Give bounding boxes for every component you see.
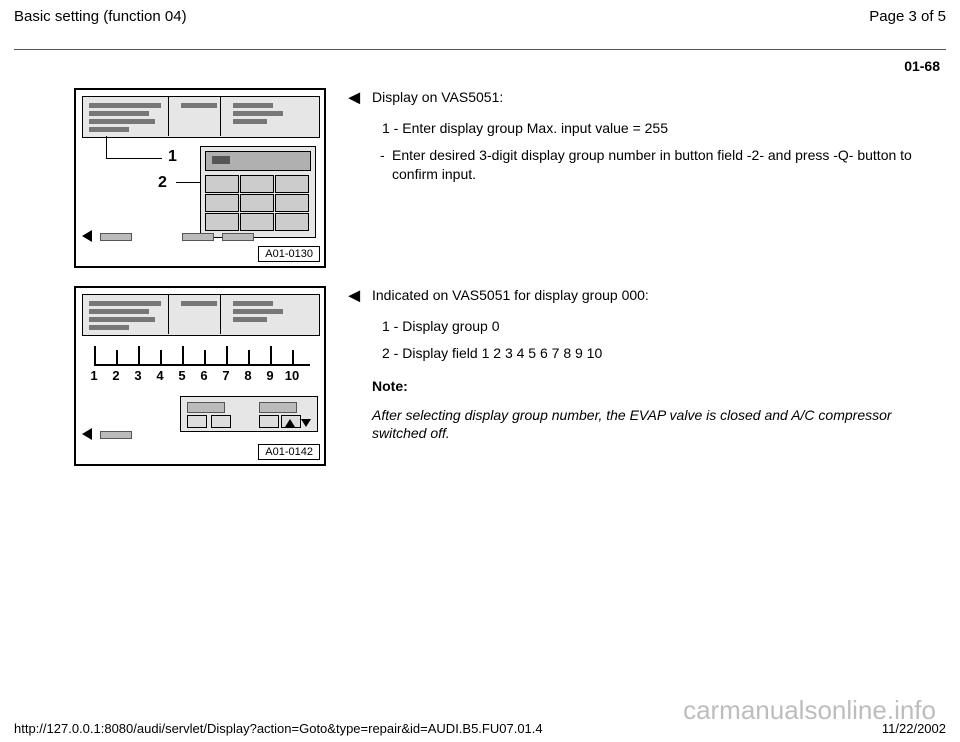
divider — [14, 49, 946, 50]
block1-heading: Display on VAS5051: — [372, 88, 938, 107]
note-label: Note: — [372, 377, 938, 396]
footer-date: 11/22/2002 — [882, 721, 946, 736]
scale-num: 1 — [84, 368, 104, 383]
block2-item1: 1 - Display group 0 — [382, 317, 938, 336]
scale-num: 10 — [282, 368, 302, 383]
block1-item1: 1 - Enter display group Max. input value… — [382, 119, 938, 138]
diagram-a01-0142: 1 2 3 4 5 6 7 8 9 10 — [74, 286, 326, 466]
dash: - — [380, 146, 392, 184]
scale-num: 3 — [128, 368, 148, 383]
instruction-block-2: 1 2 3 4 5 6 7 8 9 10 — [74, 286, 946, 466]
scale-num: 8 — [238, 368, 258, 383]
block2-heading: Indicated on VAS5051 for display group 0… — [372, 286, 938, 305]
scale-num: 6 — [194, 368, 214, 383]
footer-url: http://127.0.0.1:8080/audi/servlet/Displ… — [14, 721, 543, 736]
scale-num: 5 — [172, 368, 192, 383]
diagram1-callout-1: 1 — [168, 148, 177, 166]
diagram1-callout-2: 2 — [158, 174, 167, 192]
scale-num: 4 — [150, 368, 170, 383]
diagram2-scale: 1 2 3 4 5 6 7 8 9 10 — [94, 350, 310, 390]
scale-num: 2 — [106, 368, 126, 383]
scale-num: 7 — [216, 368, 236, 383]
page-title: Basic setting (function 04) — [14, 8, 187, 25]
diagram1-id: A01-0130 — [258, 246, 320, 262]
section-number: 01-68 — [14, 58, 940, 74]
instruction-block-1: 1 2 — [74, 88, 946, 268]
diagram2-id: A01-0142 — [258, 444, 320, 460]
pointer-arrow: ◄ — [326, 286, 364, 466]
pointer-arrow: ◄ — [326, 88, 364, 268]
diagram-a01-0130: 1 2 — [74, 88, 326, 268]
scale-num: 9 — [260, 368, 280, 383]
note-body: After selecting display group number, th… — [372, 406, 938, 444]
block2-item2: 2 - Display field 1 2 3 4 5 6 7 8 9 10 — [382, 344, 938, 363]
block1-sub1: Enter desired 3-digit display group numb… — [392, 146, 938, 184]
page-indicator: Page 3 of 5 — [869, 8, 946, 25]
